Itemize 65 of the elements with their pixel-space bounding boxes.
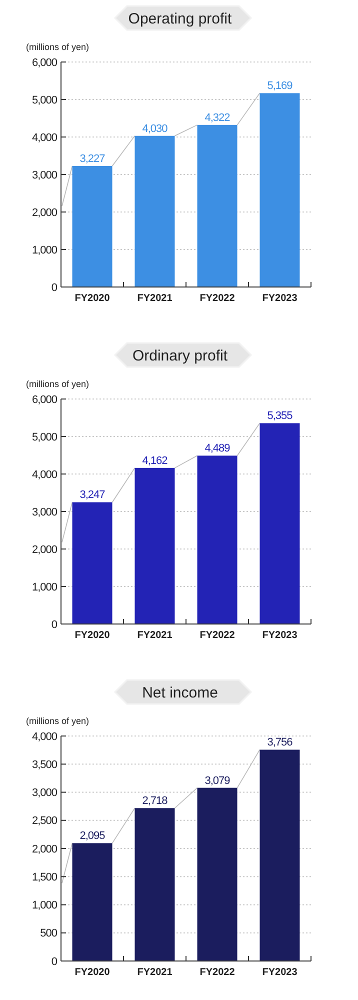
chart-title: Net income [142, 684, 218, 702]
x-tick-label: FY2021 [137, 967, 173, 978]
x-tick-label: FY2023 [262, 630, 298, 641]
data-label: 4,162 [142, 454, 168, 467]
x-tick-label: FY2020 [74, 630, 110, 641]
data-label: 2,718 [142, 795, 168, 808]
bar [134, 468, 175, 624]
y-axis-title: (millions of yen) [26, 42, 90, 52]
y-tick-label: 2,000 [32, 206, 58, 219]
y-tick-label: 2,000 [32, 544, 58, 556]
x-tick-label: FY2020 [74, 967, 110, 978]
x-tick-label: FY2022 [200, 293, 236, 304]
x-tick-label: FY2021 [137, 293, 173, 304]
chart-title: Operating profit [128, 10, 233, 28]
bar [260, 750, 300, 961]
data-label: 4,322 [204, 112, 230, 124]
data-label: 4,489 [204, 442, 230, 455]
data-label: 4,030 [142, 122, 168, 135]
data-label: 3,079 [204, 774, 230, 787]
bar [197, 788, 238, 961]
chart-title: Ordinary profit [132, 348, 228, 364]
y-tick-label: 0 [51, 618, 58, 631]
y-tick-label: 4,000 [32, 132, 58, 144]
y-tick-label: 5,000 [32, 431, 58, 444]
bar [72, 502, 112, 624]
y-axis-title: (millions of yen) [26, 379, 90, 389]
y-tick-label: 0 [51, 956, 58, 968]
x-tick-label: FY2023 [262, 293, 298, 304]
bar [260, 423, 300, 624]
x-tick-label: FY2020 [74, 293, 110, 304]
y-tick-label: 1,000 [32, 244, 58, 256]
data-label: 5,169 [267, 80, 293, 92]
bar [72, 843, 112, 961]
y-tick-label: 4,000 [32, 468, 58, 481]
y-tick-label: 5,000 [32, 94, 58, 106]
bar [134, 808, 175, 961]
y-tick-label: 2,000 [32, 843, 58, 856]
bar [197, 456, 238, 624]
y-axis-title: (millions of yen) [26, 716, 90, 726]
bar [260, 93, 300, 287]
x-tick-label: FY2021 [137, 630, 173, 641]
y-tick-label: 3,500 [32, 758, 58, 771]
bar [72, 166, 112, 287]
y-tick-label: 3,000 [32, 169, 58, 182]
y-tick-label: 6,000 [32, 394, 58, 406]
y-tick-label: 4,000 [32, 730, 58, 743]
x-tick-label: FY2022 [200, 967, 236, 978]
data-label: 2,095 [80, 830, 106, 842]
y-tick-label: 1,000 [32, 581, 58, 594]
y-tick-label: 2,500 [32, 815, 58, 828]
data-label: 3,247 [80, 489, 106, 502]
data-label: 3,756 [267, 736, 293, 749]
y-tick-label: 1,000 [32, 900, 58, 912]
y-tick-label: 0 [51, 282, 58, 294]
data-label: 5,355 [267, 410, 293, 422]
bar [197, 124, 238, 287]
x-tick-label: FY2023 [262, 967, 298, 978]
y-tick-label: 1,500 [32, 871, 58, 884]
data-label: 3,227 [80, 152, 106, 165]
y-tick-label: 3,000 [32, 787, 58, 800]
y-tick-label: 3,000 [32, 506, 58, 518]
bar [134, 136, 175, 287]
y-tick-label: 6,000 [32, 56, 58, 69]
x-tick-label: FY2022 [200, 630, 236, 641]
y-tick-label: 500 [40, 928, 58, 940]
